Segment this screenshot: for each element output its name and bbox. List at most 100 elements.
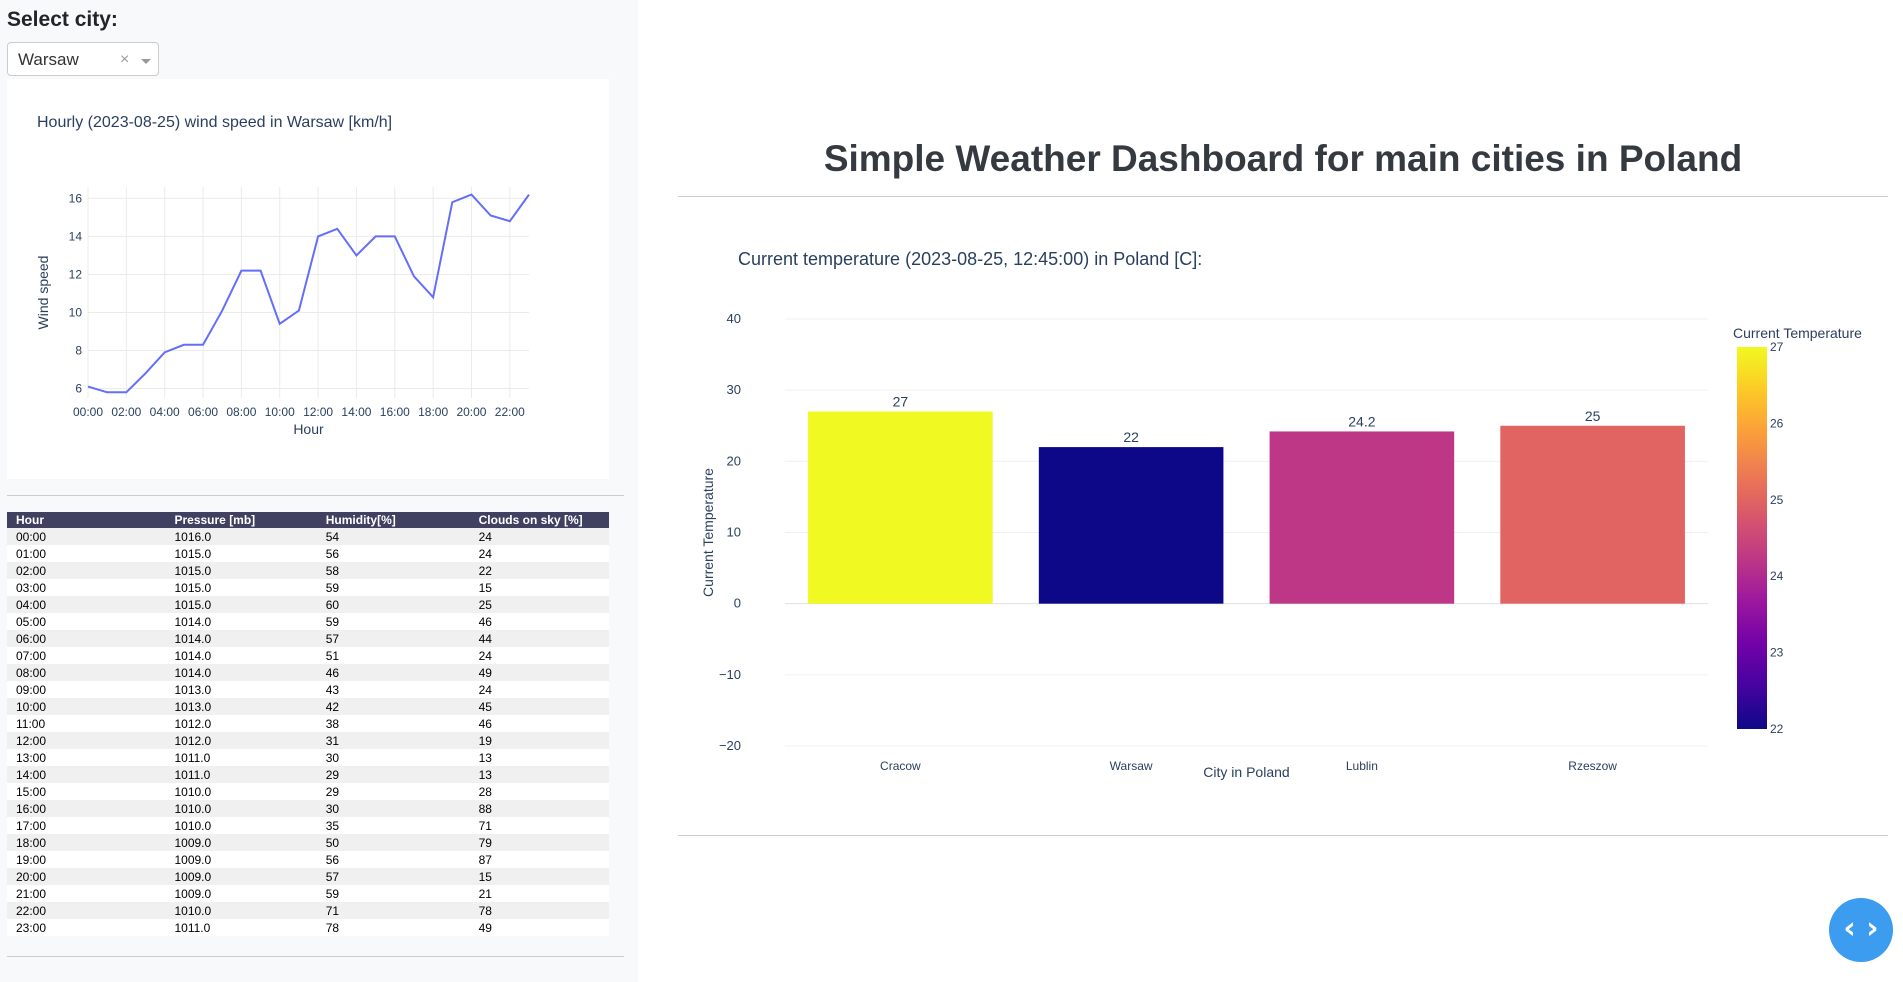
x-tick-label: 00:00 bbox=[73, 405, 103, 419]
table-row: 20:00 1009.0 57 15 bbox=[7, 868, 609, 885]
x-tick-label: 16:00 bbox=[380, 405, 410, 419]
colorbar-tick-label: 24 bbox=[1770, 569, 1784, 583]
table-cell: 56 bbox=[316, 545, 470, 562]
table-cell: 87 bbox=[469, 851, 609, 868]
table-cell: 1010.0 bbox=[165, 817, 317, 834]
table-cell: 59 bbox=[316, 579, 470, 596]
table-cell: 71 bbox=[469, 817, 609, 834]
table-cell: 22 bbox=[469, 562, 609, 579]
table-cell: 1016.0 bbox=[165, 528, 317, 545]
y-axis-title: Wind speed bbox=[35, 256, 51, 330]
page-title: Simple Weather Dashboard for main cities… bbox=[823, 138, 1743, 179]
table-cell: 13 bbox=[469, 749, 609, 766]
table-row: 23:00 1011.0 78 49 bbox=[7, 919, 609, 936]
table-cell: 02:00 bbox=[7, 562, 166, 579]
colorbar-title: Current Temperature bbox=[1733, 325, 1862, 341]
table-cell: 16:00 bbox=[7, 800, 166, 817]
y-tick-label: −20 bbox=[719, 738, 741, 753]
table-cell: 1014.0 bbox=[165, 647, 317, 664]
table-row: 14:00 1011.0 29 13 bbox=[7, 766, 609, 783]
table-cell: 44 bbox=[469, 630, 609, 647]
y-tick-label: −10 bbox=[719, 667, 741, 682]
table-cell: 78 bbox=[316, 919, 470, 936]
table-cell: 1013.0 bbox=[165, 698, 317, 715]
bar-cracow bbox=[808, 411, 993, 604]
code-toggle-button[interactable]: ‹ › bbox=[1829, 898, 1893, 962]
table-cell: 24 bbox=[469, 681, 609, 698]
y-tick-label: 8 bbox=[75, 343, 82, 357]
table-cell: 08:00 bbox=[7, 664, 166, 681]
x-tick-label: 10:00 bbox=[265, 405, 295, 419]
table-row: 08:00 1014.0 46 49 bbox=[7, 664, 609, 681]
table-cell: 19 bbox=[469, 732, 609, 749]
table-cell: 56 bbox=[316, 851, 470, 868]
table-cell: 15:00 bbox=[7, 783, 166, 800]
table-row: 16:00 1010.0 30 88 bbox=[7, 800, 609, 817]
chevron-down-icon[interactable] bbox=[141, 59, 151, 64]
table-cell: 1014.0 bbox=[165, 630, 317, 647]
wind-speed-chart-panel: 6 8 10 12 14 16 00:00 02:00 04:00 06:00 08:00 10:00… bbox=[7, 79, 609, 479]
y-tick-label: 10 bbox=[727, 525, 741, 540]
table-row: 11:00 1012.0 38 46 bbox=[7, 715, 609, 732]
hourly-weather-table: Hour Pressure [mb] Humidity[%] Clouds on sk… bbox=[7, 512, 609, 936]
table-cell: 38 bbox=[316, 715, 470, 732]
divider bbox=[678, 196, 1888, 197]
table-cell: 13 bbox=[469, 766, 609, 783]
x-tick-label: Cracow bbox=[880, 759, 921, 773]
wind-speed-chart: 6 8 10 12 14 16 00:00 02:00 04:00 06:00 08:00 10:00… bbox=[35, 114, 530, 437]
table-cell: 1009.0 bbox=[165, 851, 317, 868]
table-cell: 25 bbox=[469, 596, 609, 613]
table-cell: 04:00 bbox=[7, 596, 166, 613]
table-cell: 50 bbox=[316, 834, 470, 851]
table-cell: 1011.0 bbox=[165, 766, 317, 783]
data-label: 22 bbox=[1123, 429, 1139, 445]
table-cell: 14:00 bbox=[7, 766, 166, 783]
table-cell: 24 bbox=[469, 545, 609, 562]
table-row: 12:00 1012.0 31 19 bbox=[7, 732, 609, 749]
table-cell: 1013.0 bbox=[165, 681, 317, 698]
x-axis-title: Hour bbox=[293, 421, 324, 437]
clear-icon[interactable]: × bbox=[120, 51, 130, 68]
table-cell: 43 bbox=[316, 681, 470, 698]
table-cell: 01:00 bbox=[7, 545, 166, 562]
colorbar-tick-label: 23 bbox=[1770, 646, 1784, 660]
table-cell: 1010.0 bbox=[165, 800, 317, 817]
table-row: 19:00 1009.0 56 87 bbox=[7, 851, 609, 868]
table-row: 21:00 1009.0 59 21 bbox=[7, 885, 609, 902]
y-tick-label: 14 bbox=[69, 229, 83, 243]
bar-warsaw bbox=[1038, 447, 1224, 604]
y-axis-title: Current Temperature bbox=[700, 468, 716, 597]
temperature-chart: −20 −10 0 10 20 30 40 27 Cracow 22 Warsaw 24.2 Lubli… bbox=[700, 249, 1862, 780]
table-cell: 21 bbox=[469, 885, 609, 902]
table-cell: 58 bbox=[316, 562, 470, 579]
table-cell: 07:00 bbox=[7, 647, 166, 664]
y-tick-label: 12 bbox=[69, 267, 83, 281]
table-cell: 00:00 bbox=[7, 528, 166, 545]
table-cell: 1015.0 bbox=[165, 579, 317, 596]
data-label: 25 bbox=[1585, 408, 1601, 424]
table-row: 22:00 1010.0 71 78 bbox=[7, 902, 609, 919]
table-cell: 1015.0 bbox=[165, 596, 317, 613]
x-tick-label: 14:00 bbox=[341, 405, 371, 419]
table-cell: 88 bbox=[469, 800, 609, 817]
colorbar-tick-label: 25 bbox=[1770, 493, 1784, 507]
table-cell: 23:00 bbox=[7, 919, 166, 936]
x-tick-label: Rzeszow bbox=[1568, 759, 1617, 773]
table-cell: 1014.0 bbox=[165, 664, 317, 681]
table-cell: 12:00 bbox=[7, 732, 166, 749]
colorbar-tick-label: 22 bbox=[1770, 722, 1784, 736]
table-row: 09:00 1013.0 43 24 bbox=[7, 681, 609, 698]
column-header: Humidity[%] bbox=[316, 512, 470, 528]
table-cell: 17:00 bbox=[7, 817, 166, 834]
column-header: Hour bbox=[7, 512, 166, 528]
table-cell: 03:00 bbox=[7, 579, 166, 596]
chart-title: Hourly (2023-08-25) wind speed in Warsaw… bbox=[37, 114, 392, 131]
city-dropdown[interactable]: Warsaw × bbox=[7, 42, 159, 76]
table-cell: 1012.0 bbox=[165, 732, 317, 749]
table-header-row: Hour Pressure [mb] Humidity[%] Clouds on sk… bbox=[7, 512, 609, 528]
table-cell: 30 bbox=[316, 749, 470, 766]
table-cell: 46 bbox=[469, 715, 609, 732]
table-cell: 1010.0 bbox=[165, 902, 317, 919]
x-tick-label: 12:00 bbox=[303, 405, 333, 419]
table-row: 03:00 1015.0 59 15 bbox=[7, 579, 609, 596]
